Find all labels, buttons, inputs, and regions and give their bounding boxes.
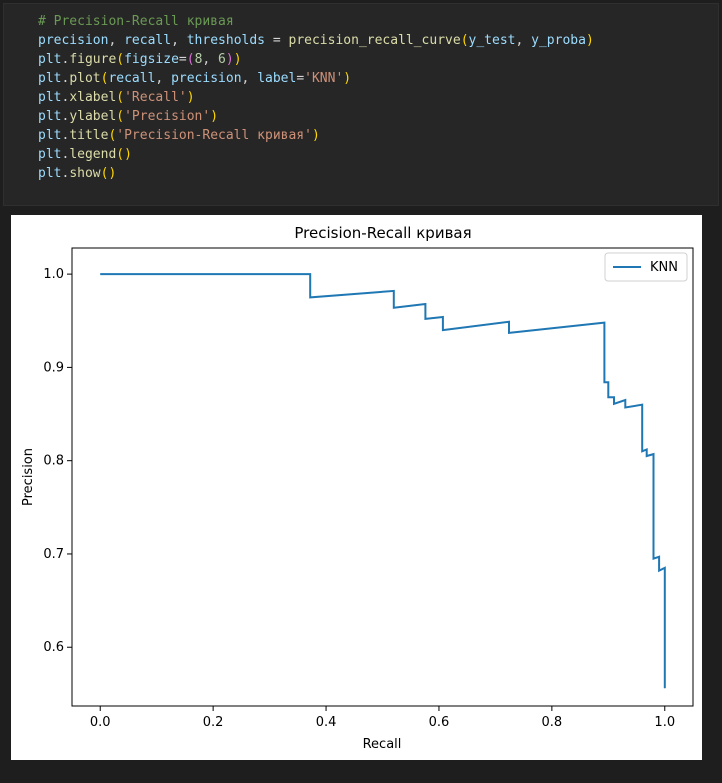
y-tick-label: 0.9 (43, 360, 64, 375)
code-line-5: plt.ylabel('Precision') (38, 109, 219, 124)
code-line-1: precision, recall, thresholds = precisio… (38, 33, 594, 48)
code-text[interactable]: # Precision-Recall кривая precision, rec… (38, 12, 594, 183)
code-line-7: plt.legend() (38, 147, 132, 162)
legend-label-knn: KNN (650, 260, 678, 275)
y-tick-label: 0.6 (43, 640, 64, 655)
y-axis-label: Precision (21, 448, 36, 506)
y-tick-label: 1.0 (43, 267, 64, 282)
y-tick-label: 0.8 (43, 454, 64, 469)
chart-title: Precision-Recall кривая (294, 224, 471, 242)
legend-box (604, 252, 688, 282)
code-editor[interactable]: # Precision-Recall кривая precision, rec… (3, 3, 719, 206)
x-tick-label: 0.2 (203, 715, 224, 730)
x-tick-label: 0.6 (429, 715, 450, 730)
code-line-4: plt.xlabel('Recall') (38, 90, 195, 105)
legend: KNN (604, 252, 688, 282)
x-tick-label: 0.4 (316, 715, 337, 730)
plot-area (71, 247, 694, 707)
code-line-3: plt.plot(recall, precision, label='KNN') (38, 71, 352, 86)
x-tick-label: 1.0 (654, 715, 675, 730)
x-axis-label: Recall (363, 737, 402, 752)
code-comment: # Precision-Recall кривая (38, 14, 234, 29)
x-tick-label: 0.8 (542, 715, 563, 730)
series-line-knn (100, 273, 666, 689)
code-line-6: plt.title('Precision-Recall кривая') (38, 128, 320, 143)
x-axis-ticks: 0.0 0.2 0.4 0.6 0.8 1.0 (90, 706, 675, 730)
code-line-2: plt.figure(figsize=(8, 6)) (38, 52, 242, 67)
x-tick-label: 0.0 (90, 715, 111, 730)
plot-output: Precision-Recall кривая 0.0 0.2 0.4 0.6 0.8 1… (11, 215, 702, 760)
y-tick-label: 0.7 (43, 547, 64, 562)
precision-recall-chart: Precision-Recall кривая 0.0 0.2 0.4 0.6 0.8 1… (21, 224, 694, 752)
y-axis-ticks: 0.6 0.7 0.8 0.9 1.0 (43, 267, 72, 655)
code-line-8: plt.show() (38, 166, 117, 181)
